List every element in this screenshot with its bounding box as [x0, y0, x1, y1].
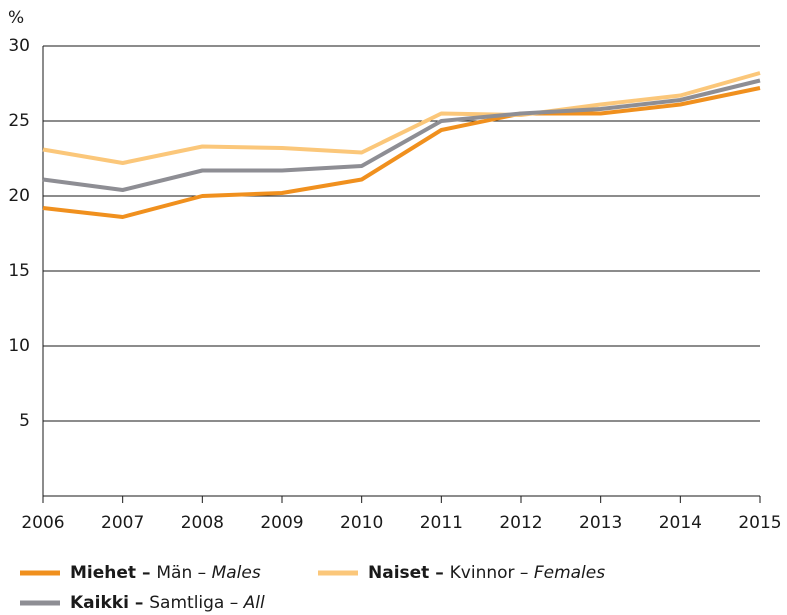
x-tick-label: 2010 [340, 513, 383, 533]
legend-label: Miehet – Män – Males [70, 563, 261, 583]
y-tick-label: 5 [19, 411, 30, 431]
x-tick-label: 2014 [659, 513, 702, 533]
x-tick-label: 2013 [579, 513, 622, 533]
legend-label: Kaikki – Samtliga – All [70, 593, 265, 613]
y-tick-label: 30 [8, 36, 30, 56]
series-line [42, 78, 761, 192]
series-line [42, 86, 761, 219]
y-tick-label: 15 [8, 261, 30, 281]
x-tick-label: 2007 [101, 513, 144, 533]
y-tick-label: 10 [8, 336, 30, 356]
y-tick-label: 25 [8, 111, 30, 131]
x-tick-label: 2008 [181, 513, 224, 533]
series-line [42, 71, 761, 165]
y-axis-label: % [8, 8, 24, 28]
y-tick-label: 20 [8, 186, 30, 206]
legend-label: Naiset – Kvinnor – Females [368, 563, 605, 583]
x-tick-label: 2012 [499, 513, 542, 533]
x-tick-label: 2011 [420, 513, 463, 533]
x-tick-label: 2015 [738, 513, 781, 533]
x-tick-label: 2009 [260, 513, 303, 533]
x-tick-label: 2006 [21, 513, 64, 533]
